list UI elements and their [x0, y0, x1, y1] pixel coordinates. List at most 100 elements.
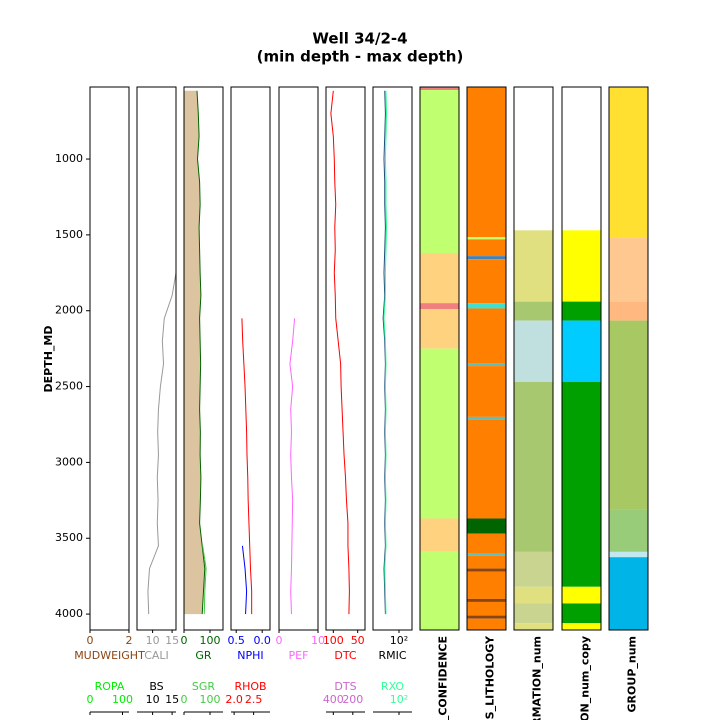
interval	[562, 603, 601, 624]
x-tick-label: 10²	[390, 693, 408, 706]
interval	[467, 237, 506, 240]
curve-name: BS	[149, 680, 163, 693]
interval	[467, 618, 506, 630]
curve-name: RHOB	[234, 680, 266, 693]
y-tick-label: 2000	[55, 304, 83, 317]
interval	[420, 303, 459, 310]
interval	[562, 301, 601, 321]
curve-name: ROPA	[95, 680, 125, 693]
track-frame	[513, 86, 554, 631]
curve-fill	[184, 90, 205, 615]
x-tick-label: 100	[200, 693, 221, 706]
track-frame	[608, 86, 649, 631]
interval	[467, 87, 506, 238]
x-tick-label: 10²	[390, 634, 408, 647]
y-tick-label: 2500	[55, 380, 83, 393]
curve	[241, 318, 253, 615]
y-tick-label: 3500	[55, 531, 83, 544]
track-label: GROUP_num	[626, 636, 639, 712]
interval	[562, 382, 601, 587]
interval	[467, 598, 506, 602]
interval	[420, 551, 459, 630]
x-tick-label: 0	[87, 634, 94, 647]
interval	[562, 586, 601, 604]
interval	[514, 301, 553, 321]
interval	[420, 253, 459, 304]
curve-name: SGR	[192, 680, 216, 693]
curve-name: CALI	[144, 649, 169, 662]
interval	[467, 615, 506, 619]
interval	[467, 366, 506, 417]
interval	[609, 551, 648, 558]
track-label: RMATION_num	[531, 636, 544, 720]
curve	[196, 90, 206, 615]
y-tick-label: 1000	[55, 152, 83, 165]
track-frame	[419, 86, 460, 631]
curve-name: RXO	[381, 680, 404, 693]
track-frame	[325, 86, 366, 631]
interval	[514, 87, 553, 231]
interval	[609, 557, 648, 630]
x-tick-label: 15	[165, 634, 179, 647]
x-tick-label: 0	[181, 693, 188, 706]
x-tick-label: 10	[146, 693, 160, 706]
track-frame	[183, 86, 224, 631]
curve	[202, 545, 207, 615]
interval	[514, 320, 553, 383]
interval	[467, 363, 506, 367]
curve-name: DTC	[334, 649, 357, 662]
track-label: ES_LITHOLOGY	[484, 635, 497, 720]
curve	[383, 90, 388, 615]
interval	[562, 623, 601, 630]
interval	[609, 301, 648, 321]
x-tick-label: 2.5	[245, 693, 263, 706]
y-tick-label: 3000	[55, 455, 83, 468]
interval	[420, 348, 459, 519]
interval	[514, 603, 553, 624]
x-tick-label: 10	[146, 634, 160, 647]
interval	[562, 320, 601, 383]
x-tick-label: 15	[165, 693, 179, 706]
interval	[467, 571, 506, 599]
x-tick-label: 0	[181, 634, 188, 647]
interval	[467, 568, 506, 572]
interval	[467, 303, 506, 309]
interval	[467, 533, 506, 554]
curve-name: PEF	[289, 649, 309, 662]
curve	[289, 318, 296, 615]
track-frame	[136, 86, 177, 631]
curve	[147, 113, 177, 615]
y-axis-label: DEPTH_MD	[42, 326, 55, 393]
interval	[420, 87, 459, 91]
chart-title: Well 34/2-4	[312, 30, 407, 48]
interval	[514, 230, 553, 302]
curve-name: MUDWEIGHT	[74, 649, 145, 662]
interval	[420, 518, 459, 552]
interval	[467, 256, 506, 260]
interval	[562, 230, 601, 302]
y-tick-label: 1500	[55, 228, 83, 241]
x-tick-label: 50	[351, 634, 365, 647]
track-frame	[89, 86, 130, 631]
track-frame	[278, 86, 319, 631]
x-tick-label: 0.5	[227, 634, 245, 647]
interval	[514, 623, 553, 630]
track-label: S_CONFIDENCE	[437, 636, 450, 720]
interval	[609, 87, 648, 238]
x-tick-label: 0.0	[253, 634, 271, 647]
curve	[330, 90, 350, 615]
x-tick-label: 400	[323, 693, 344, 706]
interval	[609, 509, 648, 552]
interval	[514, 551, 553, 587]
curve-name: NPHI	[237, 649, 263, 662]
interval	[609, 237, 648, 302]
interval	[562, 87, 601, 231]
chart-subtitle: (min depth - max depth)	[257, 48, 464, 66]
curve-name: DTS	[334, 680, 356, 693]
interval	[467, 601, 506, 616]
interval	[420, 309, 459, 349]
y-tick-label: 4000	[55, 607, 83, 620]
interval	[467, 416, 506, 420]
x-tick-label: 100	[112, 693, 133, 706]
